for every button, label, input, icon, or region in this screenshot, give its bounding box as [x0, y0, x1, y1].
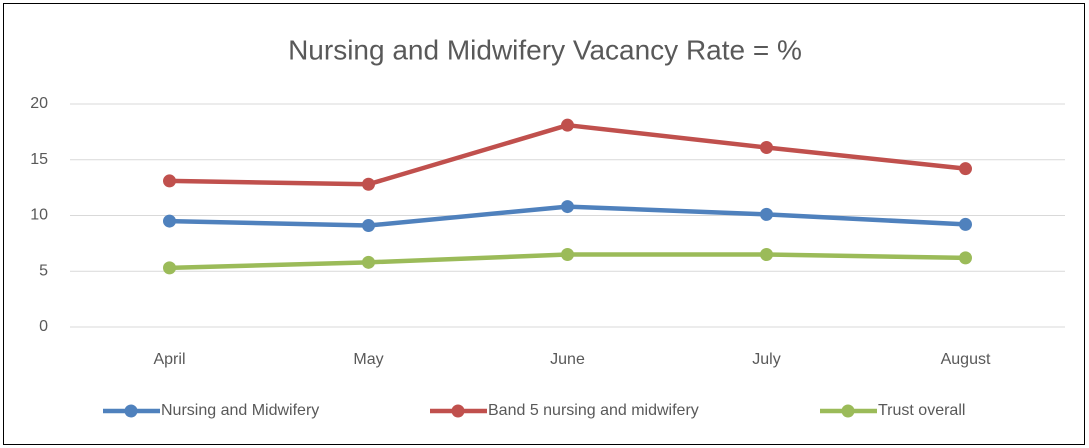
data-point [163, 174, 176, 188]
y-tick-label: 20 [30, 95, 48, 112]
x-tick-label: April [153, 351, 185, 368]
x-tick-label: June [550, 351, 585, 368]
data-point [959, 217, 972, 231]
x-tick-label: July [752, 351, 780, 368]
legend-label: Trust overall [878, 402, 965, 419]
data-point [561, 200, 574, 214]
legend-swatch-marker [841, 404, 855, 418]
y-tick-label: 5 [39, 262, 48, 279]
data-point [163, 261, 176, 275]
data-point [163, 214, 176, 228]
data-point [561, 248, 574, 262]
y-tick-label: 15 [30, 151, 48, 168]
chart-border [3, 3, 1085, 445]
data-point [362, 177, 375, 191]
data-point [362, 255, 375, 269]
data-point [362, 219, 375, 233]
data-point [760, 207, 773, 221]
x-tick-label: August [941, 351, 991, 368]
data-point [561, 118, 574, 132]
data-point [760, 248, 773, 262]
data-point [760, 140, 773, 154]
legend-swatch-marker [124, 404, 138, 418]
x-tick-label: May [353, 351, 383, 368]
data-point [959, 251, 972, 265]
legend-label: Band 5 nursing and midwifery [488, 402, 699, 419]
chart-title: Nursing and Midwifery Vacancy Rate = % [288, 34, 802, 65]
legend-label: Nursing and Midwifery [161, 402, 319, 419]
data-point [959, 162, 972, 176]
y-tick-label: 10 [30, 207, 48, 224]
y-tick-label: 0 [39, 318, 48, 335]
legend-swatch-marker [451, 404, 465, 418]
